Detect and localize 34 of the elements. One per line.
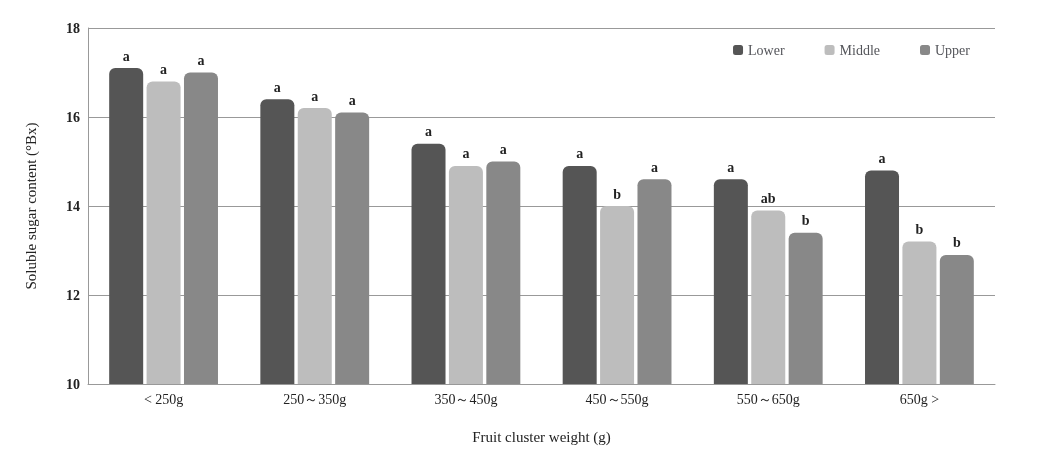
data-label: b (915, 222, 924, 238)
y-tick-label: 10 (66, 376, 80, 392)
data-label: a (650, 159, 658, 175)
data-label: a (727, 159, 735, 175)
data-label: a (348, 93, 356, 109)
y-tick-label: 14 (66, 198, 80, 214)
data-label: a (425, 124, 433, 140)
data-label: a (462, 146, 470, 162)
x-tick-label: 250～350g (283, 391, 347, 407)
data-label: a (311, 88, 319, 104)
y-tick-label: 12 (66, 287, 80, 303)
x-tick-label: 350～450g (434, 391, 498, 407)
data-label: ab (760, 190, 776, 206)
legend-label: Upper (935, 42, 971, 58)
legend-label: Middle (839, 42, 881, 58)
data-label: a (878, 150, 886, 166)
data-label: b (952, 235, 961, 251)
y-tick-label: 16 (66, 109, 80, 125)
data-label: a (499, 142, 507, 157)
data-label: a (160, 61, 168, 77)
legend-label: Lower (748, 42, 785, 58)
data-label: b (801, 213, 810, 229)
data-label: a (576, 146, 584, 162)
x-tick-label: 550～650g (736, 391, 800, 407)
x-tick-label: 450～550g (585, 391, 649, 407)
x-axis-title: Fruit cluster weight (g) (472, 428, 611, 446)
data-label: a (122, 48, 130, 64)
data-label: b (613, 186, 622, 202)
data-label: a (197, 53, 205, 68)
y-tick-label: 18 (66, 20, 80, 36)
x-tick-label: 650g > (899, 391, 940, 407)
y-axis-title: Soluble sugar content (°Bx) (22, 122, 40, 290)
x-tick-label: < 250g (143, 391, 184, 407)
data-label: a (273, 79, 281, 95)
